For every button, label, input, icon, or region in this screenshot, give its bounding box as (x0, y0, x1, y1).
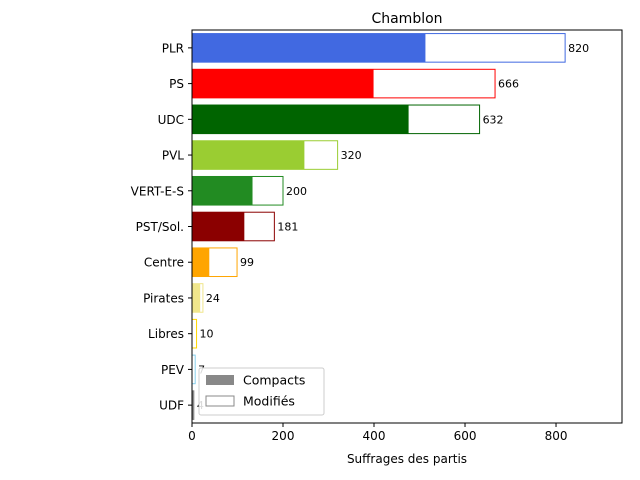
x-tick-label-800: 800 (545, 429, 568, 443)
y-tick-label-pst-sol: PST/Sol. (136, 220, 184, 234)
bar-value-label-udc: 632 (483, 113, 504, 126)
bar-value-label-libres: 10 (200, 328, 214, 341)
x-tick-label-600: 600 (454, 429, 477, 443)
axis-ticks: PLR PS UDC PVL VERT-E-S PST/Sol. Centre Pirates… (131, 41, 568, 443)
bar-compacts-pirates (192, 283, 201, 313)
bar-compacts-pst-sol (192, 212, 245, 241)
legend-label-compacts: Compacts (243, 373, 305, 388)
legend-label-modifies: Modifiés (243, 394, 295, 409)
y-tick-label-pirates: Pirates (143, 291, 184, 305)
bar-value-label-pst-sol: 181 (277, 221, 298, 234)
bar-compacts-centre (192, 247, 210, 277)
x-tick-label-400: 400 (363, 429, 386, 443)
y-tick-label-centre: Centre (144, 256, 184, 270)
bar-value-label-centre: 99 (240, 256, 254, 269)
y-tick-label-vert-e-s: VERT-E-S (131, 184, 184, 198)
bar-compacts-udf (192, 390, 194, 420)
y-tick-label-libres: Libres (148, 327, 184, 341)
y-tick-label-udf: UDF (159, 399, 184, 413)
y-tick-label-udc: UDC (158, 113, 184, 127)
bar-total-libres (191, 318, 198, 349)
x-tick-label-0: 0 (188, 429, 196, 443)
bars (191, 33, 566, 420)
bar-value-label-vert-e-s: 200 (286, 185, 307, 198)
y-tick-label-pvl: PVL (162, 149, 184, 163)
legend-swatch-modifies (205, 395, 235, 407)
x-tick-label-200: 200 (272, 429, 295, 443)
y-tick-label-ps: PS (169, 77, 184, 91)
bar-compacts-plr (192, 33, 426, 63)
bar-compacts-ps (192, 69, 374, 98)
y-tick-label-pev: PEV (161, 363, 185, 377)
bar-value-label-ps: 666 (498, 78, 519, 91)
bar-value-label-plr: 820 (568, 42, 589, 55)
y-tick-label-plr: PLR (162, 41, 184, 55)
bar-compacts-vert-e-s (192, 176, 253, 206)
x-axis-label: Suffrages des partis (347, 452, 467, 466)
bar-value-label-pirates: 24 (206, 292, 220, 305)
chart-title: Chamblon (371, 11, 442, 27)
bar-compacts-udc (192, 105, 409, 134)
legend: Compacts Modifiés (198, 367, 325, 416)
bar-compacts-pvl (192, 140, 305, 170)
legend-swatch-compacts (206, 375, 234, 385)
bar-value-label-pvl: 320 (341, 149, 362, 162)
bar-value-labels: 82066663232020018199241074 (197, 42, 589, 412)
